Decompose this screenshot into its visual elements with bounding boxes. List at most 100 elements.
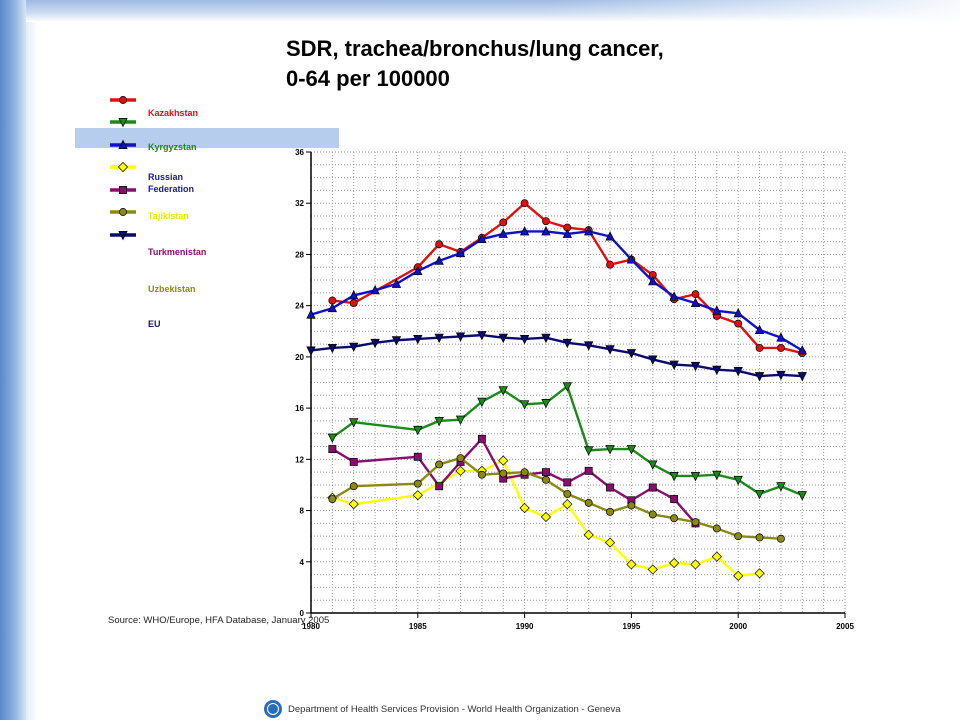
x-tick-label: 1980	[302, 622, 320, 631]
legend-swatch-marker	[119, 96, 127, 104]
data-point	[435, 482, 444, 491]
data-point	[606, 507, 614, 516]
data-point	[477, 470, 486, 479]
data-point	[519, 226, 530, 236]
data-point	[690, 559, 701, 570]
data-point	[562, 382, 572, 392]
data-point	[584, 498, 593, 507]
data-point	[712, 524, 721, 533]
source-note: Source: WHO/Europe, HFA Database, Januar…	[108, 615, 330, 626]
data-point	[733, 367, 743, 377]
data-point	[349, 482, 358, 491]
data-point	[306, 346, 316, 356]
x-tick-label: 1995	[623, 622, 641, 631]
data-point	[499, 469, 508, 478]
data-point	[605, 445, 615, 455]
legend-swatch	[110, 139, 136, 149]
data-point	[477, 434, 486, 443]
data-point	[734, 319, 743, 328]
data-point	[691, 290, 700, 299]
legend-swatch-marker	[118, 139, 128, 149]
data-point	[455, 415, 466, 426]
data-point	[733, 307, 743, 318]
data-point	[562, 228, 572, 238]
chart-grid	[310, 151, 846, 614]
data-point	[413, 452, 422, 461]
data-point	[797, 372, 807, 382]
footer: Department of Health Services Provision …	[264, 698, 620, 720]
data-point	[498, 455, 509, 466]
data-point	[670, 514, 679, 523]
data-point	[434, 416, 444, 427]
data-point	[606, 260, 614, 269]
data-point	[733, 570, 744, 581]
data-point	[626, 559, 637, 570]
data-point	[605, 231, 615, 241]
data-point	[435, 460, 444, 469]
data-point	[776, 332, 786, 342]
data-point	[626, 349, 637, 359]
data-point	[328, 445, 337, 454]
data-point	[669, 557, 680, 569]
series-line-russian-federation	[310, 230, 803, 352]
data-point	[605, 345, 615, 355]
data-point	[776, 534, 785, 543]
data-point	[541, 399, 551, 409]
data-point	[690, 297, 701, 308]
data-point	[669, 472, 679, 482]
data-point	[327, 433, 338, 443]
x-tick-label: 1985	[409, 622, 427, 631]
legend-label: Tajikistan	[148, 211, 189, 221]
data-point	[562, 338, 572, 349]
chart-axes: 0 4 8 12 16 20 24 28 32 36 1980 1985 1990 1995 2000 200…	[295, 148, 854, 631]
data-point	[328, 495, 337, 503]
data-point	[477, 233, 487, 244]
data-point	[776, 343, 785, 352]
data-point	[349, 290, 359, 300]
legend-label: Turkmenistan	[148, 247, 206, 257]
data-point	[711, 551, 722, 562]
left-decorative-fade	[26, 0, 38, 720]
data-point	[584, 466, 593, 475]
data-point	[541, 333, 551, 344]
legend-swatch	[110, 118, 136, 128]
title-line-1: SDR, trachea/bronchus/lung cancer,	[286, 36, 664, 61]
y-tick-label: 16	[295, 404, 304, 413]
series-line-eu	[310, 333, 803, 378]
data-point	[455, 332, 466, 342]
data-point	[499, 218, 508, 227]
data-point	[434, 333, 444, 344]
legend-swatch-marker	[118, 118, 128, 128]
x-tick-label: 2005	[836, 622, 854, 631]
data-point	[754, 324, 765, 334]
data-point	[541, 226, 551, 236]
data-point	[391, 336, 402, 346]
data-point	[604, 537, 616, 548]
data-point	[755, 533, 764, 542]
data-point	[519, 400, 530, 410]
data-point	[498, 333, 508, 344]
data-point	[434, 255, 444, 265]
data-point	[754, 489, 765, 500]
data-point	[349, 418, 359, 428]
data-point	[477, 397, 487, 408]
legend-swatch	[110, 231, 136, 241]
legend-label: Federation	[148, 184, 194, 194]
data-point	[669, 291, 679, 301]
data-point	[712, 365, 722, 376]
legend-swatch	[110, 208, 136, 216]
legend-label: Kazakhstan	[148, 108, 198, 118]
who-logo-icon	[264, 700, 282, 718]
data-point	[690, 361, 701, 372]
slide-title: SDR, trachea/bronchus/lung cancer, 0-64 …	[286, 34, 664, 94]
data-point	[498, 228, 508, 238]
x-tick-label: 1990	[516, 622, 534, 631]
data-point	[627, 501, 636, 510]
data-point	[562, 499, 573, 510]
data-point	[670, 495, 679, 503]
y-tick-label: 24	[295, 302, 304, 311]
data-point	[563, 478, 572, 487]
legend-label: Russian	[148, 172, 183, 182]
chart-legend: Kazakhstan Kyrgyzstan Russian Federation Taj…	[110, 96, 206, 329]
